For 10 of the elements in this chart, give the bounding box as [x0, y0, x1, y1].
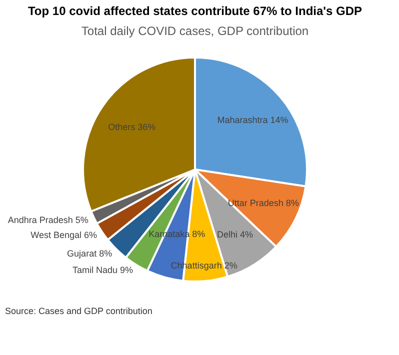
chart-subtitle: Total daily COVID cases, GDP contribution — [81, 24, 309, 38]
chart-title: Top 10 covid affected states contribute 67% to India's GDP — [28, 4, 362, 18]
slice-label: Others 36% — [108, 122, 156, 132]
slice-label: Tamil Nadu 9% — [72, 264, 134, 275]
slice-label: Andhra Pradesh 5% — [8, 215, 88, 226]
slice-label: Delhi 4% — [216, 229, 254, 240]
source-note: Source: Cases and GDP contribution — [5, 306, 152, 316]
slice-label: Gujarat 8% — [67, 248, 112, 258]
slice-label: West Bengal 6% — [30, 230, 97, 240]
slice-label: Maharashtra 14% — [217, 114, 288, 125]
